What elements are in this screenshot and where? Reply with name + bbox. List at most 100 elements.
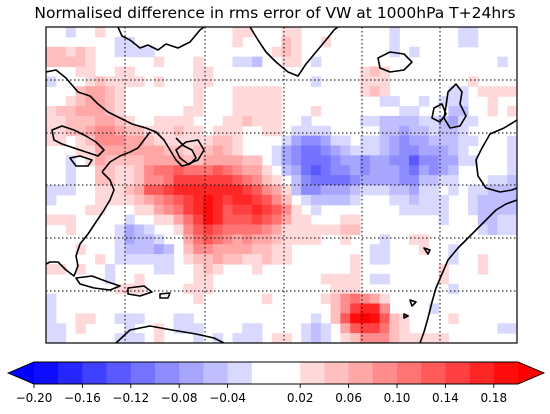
field-cell [507, 224, 517, 235]
field-cell [55, 46, 67, 58]
field-cell [369, 135, 381, 147]
field-cell [193, 175, 204, 186]
field-cell [418, 96, 430, 107]
field-cell [448, 125, 459, 137]
field-cell [497, 194, 508, 206]
field-cell [203, 264, 214, 275]
field-cell [232, 155, 243, 166]
field-cell [144, 254, 155, 265]
field-cell [212, 145, 224, 156]
field-cell [340, 323, 351, 334]
field-cell [232, 175, 243, 186]
field-cell [350, 293, 361, 305]
field-cell [212, 224, 224, 235]
field-cell [144, 145, 155, 156]
field-cell [281, 135, 292, 147]
field-cell [369, 333, 381, 343]
field-cell [232, 36, 243, 48]
field-cell [95, 165, 106, 176]
field-cell [369, 115, 381, 127]
field-cell [134, 76, 145, 87]
field-cell [124, 165, 135, 176]
field-cell [114, 125, 126, 137]
field-cell [438, 333, 449, 343]
colorbar-band [421, 362, 446, 384]
field-cell [320, 224, 332, 235]
field-cell [95, 175, 106, 186]
field-cell [467, 194, 479, 206]
field-cell [95, 204, 106, 216]
field-cell [46, 46, 57, 58]
field-cell [65, 155, 77, 166]
field-cell [75, 313, 86, 324]
field-cell [379, 303, 391, 314]
field-cell [350, 283, 361, 295]
field-cell [330, 165, 341, 176]
field-cell [114, 175, 126, 186]
field-cell [428, 115, 440, 127]
field-cell [320, 323, 332, 334]
field-cell [428, 135, 440, 147]
field-cell [173, 175, 184, 186]
field-cell [212, 204, 224, 216]
field-cell [124, 66, 135, 77]
field-cell [134, 333, 145, 343]
field-cell [252, 234, 263, 245]
field-cell [360, 185, 371, 196]
field-cell [232, 333, 243, 343]
field-cell [379, 145, 391, 156]
field-cell [55, 106, 67, 117]
field-cell [75, 323, 86, 334]
field-cell [301, 135, 312, 147]
field-cell [291, 56, 302, 68]
field-cell [134, 244, 145, 255]
field-cell [114, 313, 126, 324]
field-cell [222, 185, 234, 196]
field-cell [281, 185, 292, 196]
field-cell [153, 175, 165, 186]
field-cell [497, 214, 508, 226]
field-cell [65, 165, 77, 176]
field-cell [183, 244, 194, 255]
field-cell [438, 155, 449, 166]
field-cell [124, 283, 135, 295]
field-cell [46, 293, 57, 305]
field-cell [95, 145, 106, 156]
field-cell [340, 155, 351, 166]
field-cell [458, 86, 469, 97]
field-cell [193, 214, 204, 226]
field-cell [144, 185, 155, 196]
field-cell [114, 194, 126, 206]
field-cell [310, 194, 322, 206]
field-cell [389, 115, 400, 127]
field-cell [477, 264, 489, 275]
coastline-canada [46, 69, 197, 173]
field-cell [144, 224, 155, 235]
field-cell [261, 194, 273, 206]
field-cell [173, 155, 184, 166]
field-cell [418, 135, 430, 147]
field-cell [438, 145, 449, 156]
field-cell [203, 254, 214, 265]
field-cell [46, 56, 57, 68]
field-cell [261, 106, 273, 117]
field-cell [46, 333, 57, 343]
field-cell [379, 323, 391, 334]
field-cell [124, 313, 135, 324]
field-cell [95, 194, 106, 206]
field-cell [203, 76, 214, 87]
colorbar-band [227, 362, 253, 384]
field-cell [291, 125, 302, 137]
field-cell [340, 283, 351, 295]
field-cell [114, 76, 126, 87]
field-cell [46, 106, 57, 117]
field-cell [301, 165, 312, 176]
field-cell [438, 273, 449, 285]
field-cell [271, 214, 283, 226]
field-cell [477, 254, 489, 265]
field-cell [193, 185, 204, 196]
coastline-newfoundland [175, 139, 205, 165]
field-cell [75, 96, 86, 107]
field-cell [467, 115, 479, 127]
field-cell [104, 273, 116, 285]
